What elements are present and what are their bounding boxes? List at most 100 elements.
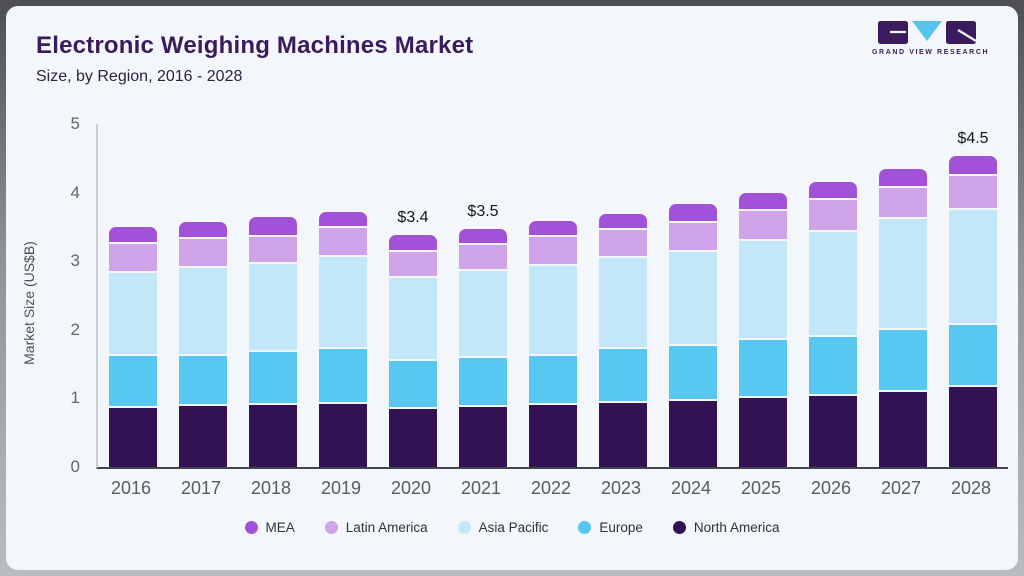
- bar-segment-asia-pacific: [669, 252, 717, 344]
- bar-segment-north-america: [389, 409, 437, 467]
- bar-segment-latin-america: [949, 176, 997, 208]
- bar-segment-latin-america: [879, 187, 927, 218]
- bar-segment-latin-america: [529, 237, 577, 264]
- value-annotation: $3.5: [467, 202, 499, 220]
- x-tick-label: 2027: [880, 478, 922, 498]
- x-tick-label: 2019: [320, 478, 362, 498]
- bar-segment-europe: [529, 356, 577, 404]
- bar-segment-mea: [529, 221, 577, 236]
- screenshot-frame: Electronic Weighing Machines Market Size…: [6, 6, 1018, 570]
- bar-segment-europe: [179, 355, 227, 404]
- bar-segment-north-america: [459, 406, 507, 467]
- bar-segment-north-america: [739, 397, 787, 467]
- x-tick-label: 2016: [110, 478, 152, 498]
- x-tick-label: 2021: [460, 478, 502, 498]
- bar-slot-2023: [588, 124, 658, 467]
- bar-segment-asia-pacific: [529, 265, 577, 355]
- legend-label: North America: [693, 520, 780, 535]
- bar-segment-asia-pacific: [949, 209, 997, 323]
- bar-slot-2021: $3.5: [448, 124, 518, 467]
- bar-segment-north-america: [249, 404, 297, 467]
- bar-segment-europe: [809, 336, 857, 395]
- bar-segment-europe: [949, 324, 997, 386]
- legend-item-north-america: North America: [672, 520, 780, 535]
- bar-segment-north-america: [949, 387, 997, 467]
- stacked-bar-2028: [949, 156, 997, 467]
- y-tick-label: 0: [70, 457, 80, 476]
- y-axis-title: Market Size (US$B): [21, 241, 37, 365]
- bar-slot-2022: [518, 124, 588, 467]
- bar-segment-latin-america: [669, 222, 717, 251]
- stacked-bar-2021: [459, 228, 507, 467]
- bar-segment-europe: [319, 349, 367, 402]
- bar-slot-2019: [308, 124, 378, 467]
- bar-segment-mea: [599, 213, 647, 229]
- legend-dot-icon: [244, 521, 258, 534]
- x-tick-label: 2017: [180, 478, 222, 498]
- bar-segment-mea: [809, 182, 857, 199]
- bar-segment-north-america: [319, 403, 367, 467]
- bar-segment-latin-america: [599, 230, 647, 256]
- bar-segment-asia-pacific: [179, 267, 227, 354]
- bar-segment-asia-pacific: [879, 219, 927, 329]
- legend-label: MEA: [265, 520, 295, 535]
- y-tick-label: 3: [70, 251, 80, 271]
- stacked-bar-2016: [109, 226, 157, 467]
- bar-segment-asia-pacific: [249, 264, 297, 351]
- bar-segment-asia-pacific: [809, 231, 857, 335]
- bar-segment-latin-america: [179, 239, 227, 266]
- bar-segment-north-america: [809, 396, 857, 467]
- bar-segment-asia-pacific: [389, 278, 437, 360]
- stacked-bar-2022: [529, 221, 577, 467]
- bar-slot-2027: [868, 124, 938, 467]
- legend-dot-icon: [672, 521, 686, 534]
- stacked-bar-2020: [389, 235, 437, 467]
- legend-item-asia-pacific: Asia Pacific: [457, 520, 549, 535]
- bar-slot-2025: [728, 124, 798, 467]
- bar-segment-latin-america: [249, 236, 297, 263]
- legend-dot-icon: [324, 521, 338, 534]
- x-tick-label: 2025: [740, 478, 782, 498]
- bar-segment-europe: [109, 356, 157, 406]
- bar-segment-europe: [459, 357, 507, 405]
- stacked-bar-2025: [739, 192, 787, 467]
- legend-item-europe: Europe: [578, 520, 643, 535]
- bar-slot-2024: [658, 124, 728, 467]
- x-tick-label: 2022: [530, 478, 572, 498]
- chart-legend: MEA Latin America Asia Pacific Europe North …: [6, 520, 1018, 535]
- bar-segment-asia-pacific: [319, 257, 367, 348]
- bar-segment-asia-pacific: [459, 271, 507, 356]
- legend-label: Asia Pacific: [478, 520, 549, 535]
- stacked-bar-2026: [809, 182, 857, 467]
- x-tick-label: 2024: [670, 478, 712, 498]
- bar-segment-mea: [669, 203, 717, 221]
- bar-segment-north-america: [179, 405, 227, 467]
- legend-item-latin-america: Latin America: [324, 520, 428, 535]
- bar-slot-2017: [168, 124, 238, 467]
- bar-slot-2028: $4.5: [938, 124, 1008, 467]
- bar-segment-mea: [739, 192, 787, 209]
- legend-dot-icon: [457, 521, 471, 534]
- bar-segment-latin-america: [739, 210, 787, 240]
- bar-segment-mea: [319, 211, 367, 227]
- bar-slot-2026: [798, 124, 868, 467]
- value-annotation: $4.5: [957, 130, 989, 148]
- chart-card: Electronic Weighing Machines Market Size…: [6, 6, 1018, 570]
- bar-segment-asia-pacific: [599, 257, 647, 348]
- page-title: Electronic Weighing Machines Market: [36, 32, 474, 59]
- bar-segment-europe: [879, 330, 927, 391]
- bar-slot-2018: [238, 124, 308, 467]
- page-subtitle: Size, by Region, 2016 - 2028: [36, 68, 243, 85]
- bar-segment-asia-pacific: [109, 272, 157, 355]
- x-tick-label: 2026: [810, 478, 852, 498]
- bar-segment-mea: [459, 228, 507, 243]
- gvr-logo-icon: [878, 21, 977, 44]
- bar-segment-mea: [949, 156, 997, 175]
- legend-dot-icon: [578, 521, 592, 534]
- x-tick-label: 2028: [950, 478, 992, 498]
- y-tick-label: 5: [70, 114, 80, 133]
- bar-segment-europe: [249, 352, 297, 403]
- stacked-bar-2027: [879, 168, 927, 467]
- y-tick-label: 1: [70, 388, 80, 408]
- value-annotation: $3.4: [397, 209, 429, 227]
